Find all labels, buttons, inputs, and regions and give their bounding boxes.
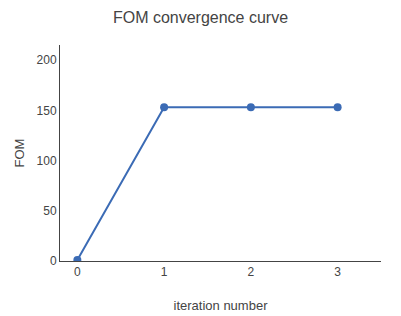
svg-text:100: 100 — [37, 154, 57, 168]
svg-text:0: 0 — [74, 265, 81, 279]
svg-text:iteration number: iteration number — [174, 298, 269, 313]
svg-text:2: 2 — [248, 265, 255, 279]
svg-text:FOM: FOM — [12, 139, 27, 168]
svg-text:200: 200 — [37, 53, 57, 67]
svg-text:150: 150 — [37, 104, 57, 118]
svg-text:1: 1 — [161, 265, 168, 279]
svg-text:FOM convergence curve: FOM convergence curve — [113, 9, 288, 26]
svg-text:3: 3 — [334, 265, 341, 279]
svg-text:50: 50 — [43, 204, 57, 218]
svg-text:0: 0 — [50, 254, 57, 268]
